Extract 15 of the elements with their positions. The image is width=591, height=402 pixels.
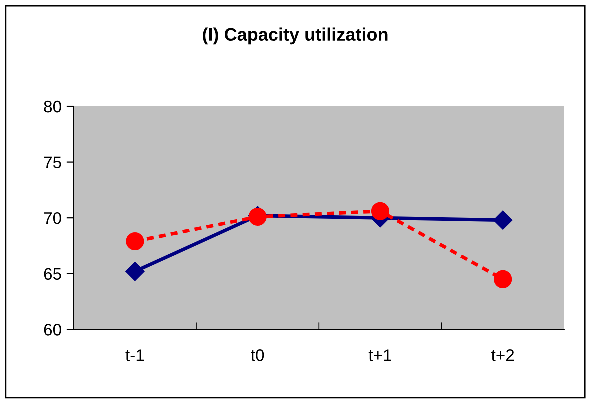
y-tick-label: 80 bbox=[44, 100, 62, 113]
y-tick-label: 75 bbox=[44, 156, 62, 169]
x-tick-label: t0 bbox=[251, 350, 264, 362]
point bbox=[494, 210, 513, 230]
point bbox=[371, 202, 390, 220]
chart-title: (I) Capacity utilization bbox=[203, 28, 388, 45]
y-tick-label: 70 bbox=[44, 212, 62, 224]
x-tick-label: t+2 bbox=[492, 350, 514, 362]
y-tick-label: 65 bbox=[44, 268, 62, 280]
point bbox=[126, 232, 144, 251]
point bbox=[126, 262, 145, 282]
point bbox=[494, 270, 512, 288]
x-tick-label: t+1 bbox=[368, 350, 392, 362]
y-tick-label: 60 bbox=[44, 324, 62, 336]
x-tick-label: t-1 bbox=[126, 350, 144, 362]
